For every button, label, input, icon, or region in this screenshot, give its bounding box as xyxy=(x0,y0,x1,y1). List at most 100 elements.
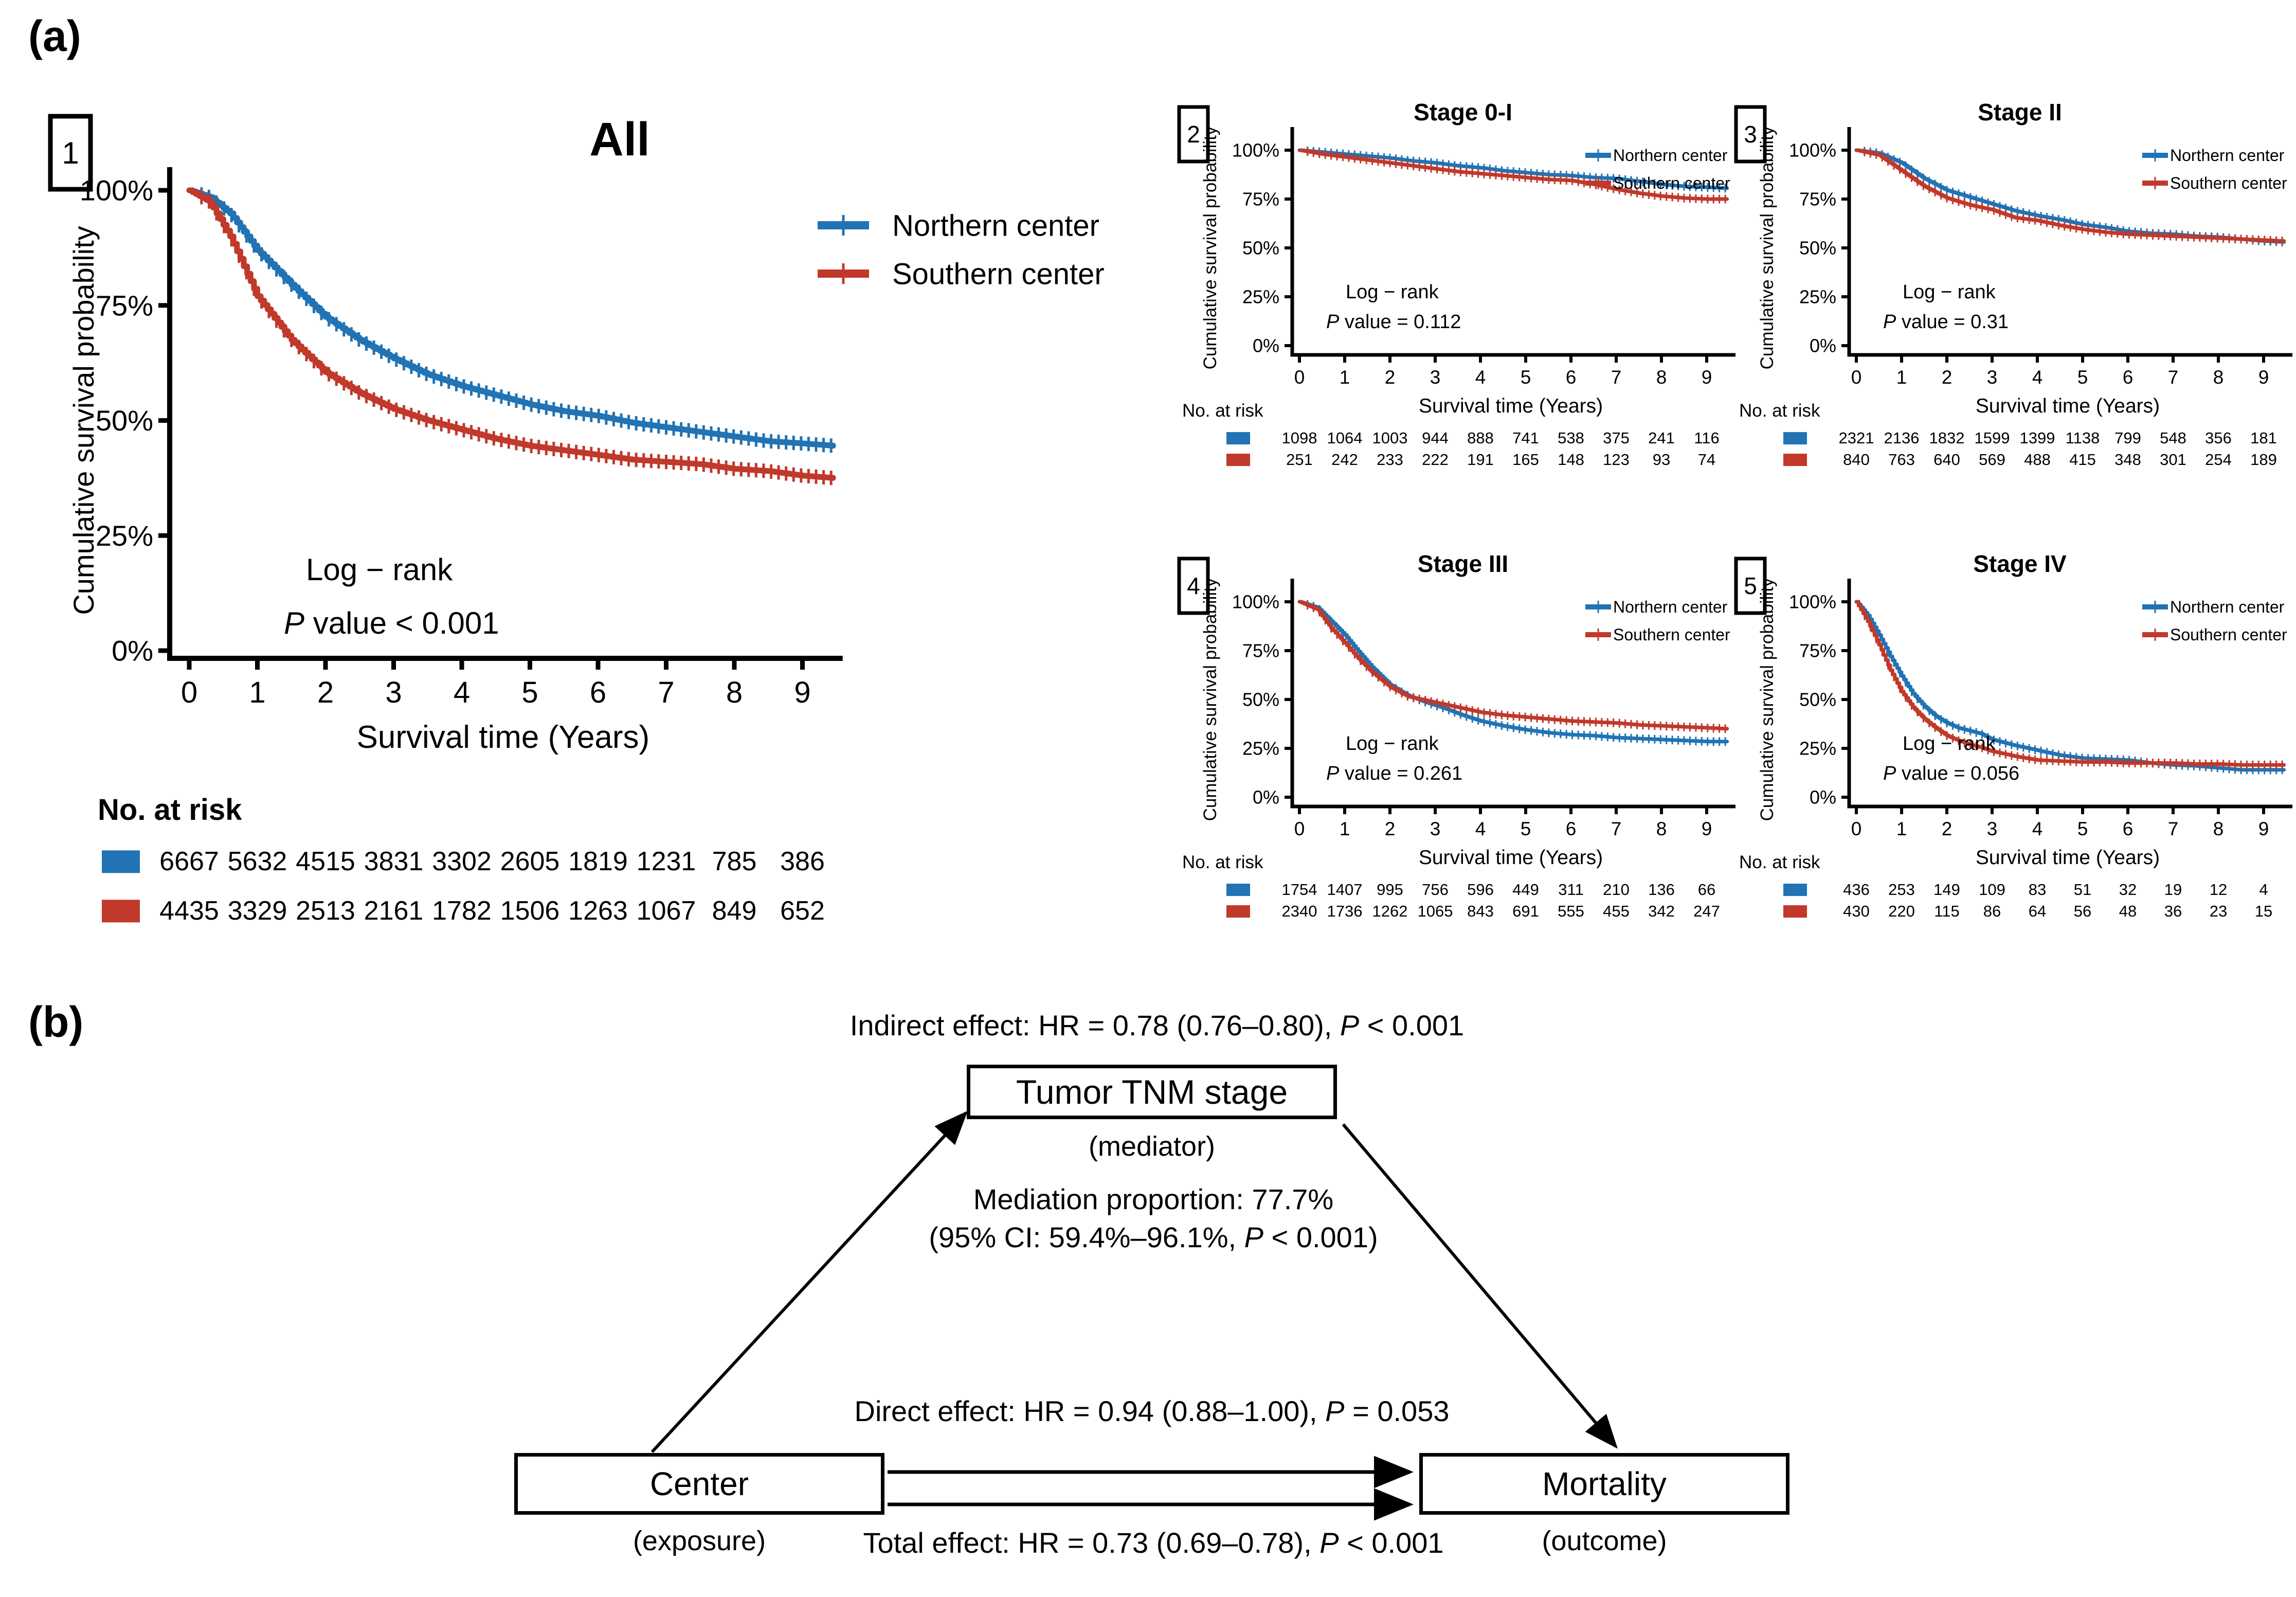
y-tick-label: 75% xyxy=(96,289,153,321)
y-tick-label: 75% xyxy=(1799,640,1836,661)
x-tick-label: 6 xyxy=(2123,367,2134,388)
y-tick-label: 0% xyxy=(1253,787,1279,808)
x-tick-label: 0 xyxy=(1294,818,1305,839)
x-tick-label: 5 xyxy=(2077,367,2088,388)
x-tick-label: 1 xyxy=(1340,367,1350,388)
risk-count: 763 xyxy=(1888,451,1915,469)
x-tick-label: 8 xyxy=(2213,818,2224,839)
x-tick-label: 4 xyxy=(2032,818,2043,839)
mediator-box-label: Tumor TNM stage xyxy=(1016,1073,1288,1111)
risk-count: 691 xyxy=(1512,902,1539,920)
risk-count: 1506 xyxy=(500,896,560,926)
indirect-effect-after: < 0.001 xyxy=(1359,1009,1465,1042)
risk-row-swatch-northern xyxy=(102,850,140,873)
risk-count: 149 xyxy=(1933,881,1960,899)
risk-count: 233 xyxy=(1377,451,1403,469)
p-value-text: P value = 0.261 xyxy=(1326,763,1462,784)
risk-row-swatch-southern xyxy=(1226,905,1250,918)
x-axis-label: Survival time (Years) xyxy=(1419,395,1603,417)
figure-number: 5 xyxy=(1744,572,1757,599)
plot-title: Stage III xyxy=(1418,550,1508,577)
y-tick-label: 100% xyxy=(1232,591,1279,613)
logrank-label: Log − rank xyxy=(306,552,453,587)
legend-censor-tick-southern xyxy=(842,263,845,284)
risk-table-header: No. at risk xyxy=(1739,401,1820,421)
risk-count: 210 xyxy=(1603,881,1630,899)
plot-title: All xyxy=(589,113,650,166)
censor-marks-southern xyxy=(1307,601,1726,733)
risk-count: 2136 xyxy=(1884,429,1920,447)
risk-count: 86 xyxy=(1983,902,2001,920)
y-axis-label: Cumulative survival probability xyxy=(1757,578,1777,821)
x-tick-label: 8 xyxy=(726,676,743,709)
plot-title: Stage IV xyxy=(1973,550,2067,577)
risk-count: 19 xyxy=(2164,881,2182,899)
figure-number: 4 xyxy=(1187,572,1200,599)
risk-table-header: No. at risk xyxy=(1182,401,1263,421)
risk-count: 430 xyxy=(1843,902,1870,920)
x-tick-label: 5 xyxy=(1521,367,1531,388)
risk-count: 2321 xyxy=(1839,429,1874,447)
risk-count: 32 xyxy=(2119,881,2137,899)
figure-number-box xyxy=(1177,557,1210,615)
figure-number: 1 xyxy=(62,136,79,170)
panel-a-label: (a) xyxy=(28,12,81,60)
x-tick-label: 8 xyxy=(2213,367,2224,388)
x-tick-label: 6 xyxy=(1566,367,1577,388)
risk-count: 843 xyxy=(1467,902,1494,920)
x-tick-label: 6 xyxy=(590,676,606,709)
risk-count: 548 xyxy=(2160,429,2186,447)
exposure-box: Center xyxy=(514,1453,884,1515)
mediation-ci-after: < 0.001) xyxy=(1263,1221,1378,1253)
risk-count: 888 xyxy=(1467,429,1494,447)
risk-table-header: No. at risk xyxy=(98,793,242,827)
outcome-box-label: Mortality xyxy=(1542,1465,1667,1502)
risk-count: 311 xyxy=(1558,881,1583,899)
risk-count: 247 xyxy=(1693,902,1720,920)
risk-count: 1262 xyxy=(1372,902,1408,920)
risk-row-swatch-southern xyxy=(1783,905,1807,918)
y-tick-label: 25% xyxy=(1242,286,1279,308)
total-effect-after: < 0.001 xyxy=(1339,1527,1444,1559)
risk-count: 4435 xyxy=(159,896,219,926)
y-tick-label: 25% xyxy=(1799,738,1836,759)
legend-censor-tick-northern xyxy=(2154,149,2156,162)
risk-row-swatch-southern xyxy=(1226,454,1250,466)
km-curve-northern xyxy=(1297,600,1729,744)
legend-censor-tick-southern xyxy=(2154,177,2156,189)
risk-count: 840 xyxy=(1843,451,1870,469)
legend-label-southern: Southern center xyxy=(2170,625,2287,644)
logrank-label: Log − rank xyxy=(1903,733,1996,755)
risk-count: 348 xyxy=(2114,451,2141,469)
risk-count: 3302 xyxy=(432,847,492,876)
risk-count: 375 xyxy=(1603,429,1630,447)
legend-censor-tick-northern xyxy=(842,215,845,236)
x-tick-label: 4 xyxy=(454,676,470,709)
y-tick-label: 25% xyxy=(96,519,153,552)
risk-count: 449 xyxy=(1512,881,1539,899)
total-effect-before: Total effect: HR = 0.73 (0.69–0.78), xyxy=(863,1527,1320,1559)
x-tick-label: 4 xyxy=(1475,367,1486,388)
y-tick-label: 50% xyxy=(1799,689,1836,710)
legend-label-southern: Southern center xyxy=(1613,174,1730,192)
risk-count: 6667 xyxy=(159,847,219,876)
figure-number-box xyxy=(48,114,93,192)
risk-count: 5632 xyxy=(228,847,287,876)
x-tick-label: 4 xyxy=(1475,818,1486,839)
risk-count: 4 xyxy=(2259,881,2268,899)
x-tick-label: 1 xyxy=(1340,818,1350,839)
risk-count: 136 xyxy=(1648,881,1675,899)
y-tick-label: 75% xyxy=(1799,189,1836,210)
mediation-ci-before: (95% CI: 59.4%–96.1%, xyxy=(929,1221,1244,1253)
x-tick-label: 3 xyxy=(1987,818,1998,839)
direct-effect-after: = 0.053 xyxy=(1344,1395,1450,1427)
y-tick-label: 100% xyxy=(1232,140,1279,161)
risk-count: 1231 xyxy=(637,847,696,876)
total-effect-text: Total effect: HR = 0.73 (0.69–0.78), P <… xyxy=(863,1527,1443,1559)
risk-count: 12 xyxy=(2210,881,2227,899)
x-axis-label: Survival time (Years) xyxy=(1976,395,2160,417)
risk-count: 83 xyxy=(2029,881,2046,899)
y-tick-label: 50% xyxy=(1242,238,1279,259)
